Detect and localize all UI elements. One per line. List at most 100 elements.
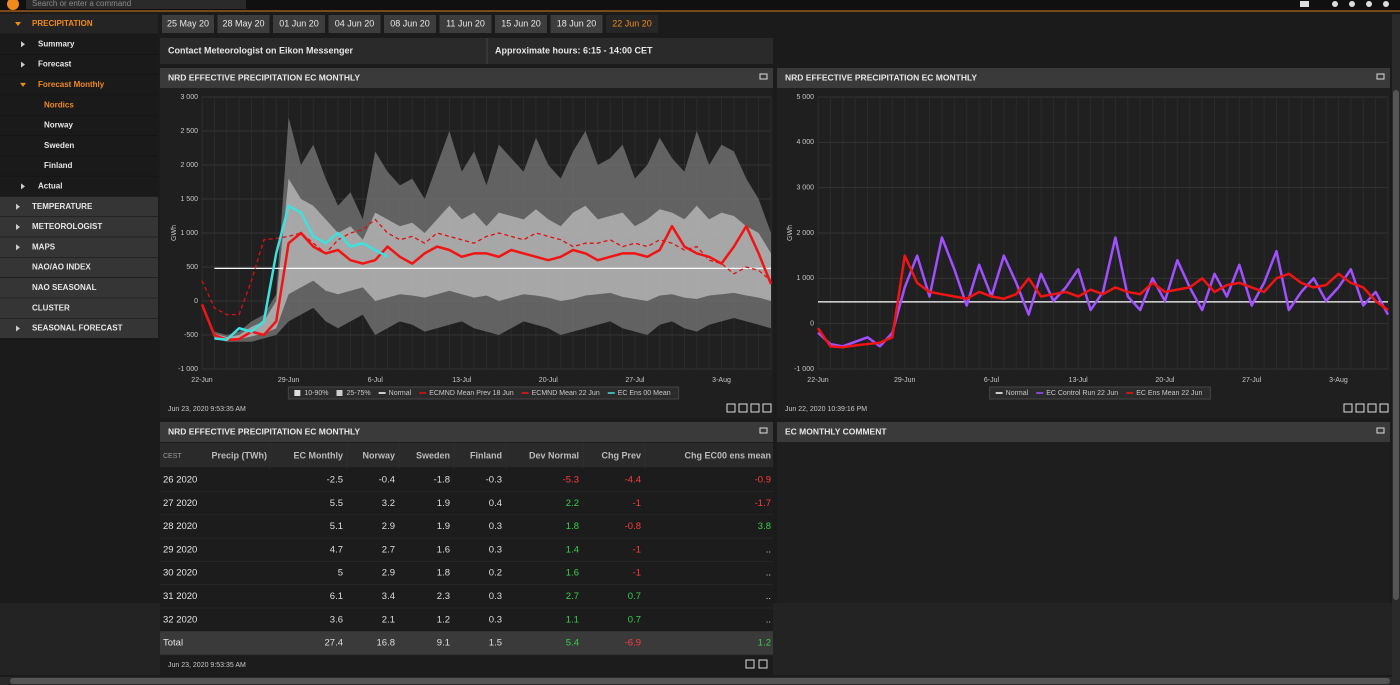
- sidebar-row[interactable]: [0, 54, 158, 75]
- sidebar-row[interactable]: [0, 176, 158, 197]
- sidebar-item[interactable]: Sweden: [44, 141, 74, 150]
- date-tab[interactable]: [328, 15, 381, 33]
- sidebar-row[interactable]: [0, 196, 158, 217]
- sidebar-item[interactable]: NAO/AO INDEX: [32, 263, 91, 272]
- date-tab-label[interactable]: 28 May 20: [222, 18, 264, 28]
- date-tab[interactable]: [606, 15, 658, 33]
- sidebar-row[interactable]: [0, 156, 158, 177]
- tool-icon[interactable]: [726, 403, 736, 413]
- date-tab-label[interactable]: 11 Jun 20: [446, 18, 485, 28]
- date-tab[interactable]: [217, 15, 270, 33]
- sidebar-item[interactable]: PRECIPITATION: [32, 19, 93, 28]
- sidebar-item[interactable]: NAO SEASONAL: [32, 283, 97, 292]
- sidebar-row[interactable]: [0, 217, 158, 238]
- sidebar-item[interactable]: Summary: [38, 39, 75, 48]
- sidebar-row[interactable]: [0, 95, 158, 116]
- sidebar-item[interactable]: MAPS: [32, 242, 56, 251]
- chat-icon[interactable]: [1349, 1, 1355, 7]
- sidebar-item[interactable]: METEOROLOGIST: [32, 222, 102, 231]
- date-tab-label[interactable]: 04 Jun 20: [335, 18, 375, 28]
- column-header[interactable]: EC Monthly: [294, 450, 344, 460]
- sidebar-item[interactable]: Forecast: [38, 60, 72, 69]
- legend-label[interactable]: 25-75%: [347, 390, 371, 397]
- legend-label[interactable]: Normal: [1006, 390, 1029, 397]
- legend-label[interactable]: 10-90%: [304, 390, 328, 397]
- sidebar-row[interactable]: [0, 34, 158, 55]
- legend-label[interactable]: EC Ens Mean 22 Jun: [1136, 390, 1202, 397]
- wifi-icon[interactable]: [1383, 1, 1389, 7]
- date-tab-label[interactable]: 25 May 20: [167, 18, 209, 28]
- series-line: [816, 254, 1389, 349]
- popout-icon[interactable]: [759, 73, 768, 80]
- column-header[interactable]: Precip (TWh): [212, 450, 268, 460]
- legend-label[interactable]: EC Control Run 22 Jun: [1046, 390, 1118, 397]
- column-header[interactable]: Chg EC00 ens mean: [684, 450, 771, 460]
- date-tab[interactable]: [495, 15, 547, 33]
- search-box[interactable]: [26, 0, 246, 9]
- y-tick-label: 2 000: [796, 230, 814, 237]
- sidebar-item[interactable]: SEASONAL FORECAST: [32, 324, 123, 333]
- sidebar-row[interactable]: [0, 257, 158, 278]
- bell-icon[interactable]: [1366, 1, 1372, 7]
- popout-icon[interactable]: [1376, 427, 1385, 434]
- search-placeholder[interactable]: Search or enter a command: [32, 0, 131, 8]
- user-icon[interactable]: [1332, 1, 1338, 7]
- sidebar-item[interactable]: TEMPERATURE: [32, 202, 93, 211]
- column-header[interactable]: Norway: [362, 450, 395, 460]
- date-tab-label[interactable]: 15 Jun 20: [501, 18, 541, 28]
- tool-icon[interactable]: [1355, 403, 1365, 413]
- sidebar-row[interactable]: [0, 237, 158, 258]
- column-header[interactable]: Finland: [470, 450, 502, 460]
- sidebar-item[interactable]: Finland: [44, 161, 73, 170]
- popout-icon[interactable]: [1376, 73, 1385, 80]
- date-tab-label[interactable]: 18 Jun 20: [557, 18, 597, 28]
- column-header[interactable]: Chg Prev: [601, 450, 641, 460]
- sidebar-item[interactable]: Actual: [38, 182, 62, 191]
- column-header[interactable]: Sweden: [416, 450, 450, 460]
- sidebar-row[interactable]: [0, 318, 158, 339]
- tool-icon[interactable]: [1343, 403, 1353, 413]
- date-tab[interactable]: [162, 15, 214, 33]
- table-cell: -1.7: [755, 498, 771, 509]
- tool-icon[interactable]: [1367, 403, 1377, 413]
- sidebar-row[interactable]: [0, 74, 158, 96]
- legend-label[interactable]: ECMND Mean Prev 18 Jun: [429, 390, 514, 397]
- date-tab[interactable]: [384, 15, 436, 33]
- date-tab-label[interactable]: 08 Jun 20: [390, 18, 430, 28]
- legend-label[interactable]: EC Ens 00 Mean: [618, 390, 671, 397]
- sidebar-row[interactable]: [0, 14, 158, 35]
- tool-icon[interactable]: [738, 403, 748, 413]
- sidebar-item[interactable]: Nordics: [44, 100, 74, 109]
- sidebar-item[interactable]: Norway: [44, 121, 73, 130]
- menu-icon[interactable]: [1300, 1, 1309, 7]
- app-logo[interactable]: [7, 0, 19, 10]
- sidebar-row[interactable]: [0, 135, 158, 157]
- sidebar-row[interactable]: [0, 298, 158, 319]
- x-tick-label: 20-Jul: [539, 377, 559, 384]
- legend-label[interactable]: Normal: [389, 390, 412, 397]
- tool-icon[interactable]: [1379, 403, 1389, 413]
- date-tab-label[interactable]: 01 Jun 20: [279, 18, 319, 28]
- sidebar-row[interactable]: [0, 115, 158, 136]
- date-tab-label[interactable]: 22 Jun 20: [612, 18, 652, 28]
- column-header[interactable]: Dev Normal: [529, 450, 579, 460]
- tool-icon[interactable]: [758, 659, 768, 669]
- tool-icon[interactable]: [762, 403, 772, 413]
- contact-messenger[interactable]: Contact Meteorologist on Eikon Messenger: [168, 45, 354, 55]
- popout-icon[interactable]: [759, 427, 768, 434]
- scrollbar-h-thumb[interactable]: [10, 678, 1390, 684]
- date-tab[interactable]: [439, 15, 492, 33]
- table-cell: -1: [633, 498, 641, 509]
- scrollbar-v-thumb[interactable]: [1393, 90, 1399, 600]
- tool-icon[interactable]: [745, 659, 755, 669]
- sidebar-row[interactable]: [0, 277, 158, 299]
- date-tab[interactable]: [273, 15, 325, 33]
- date-tab[interactable]: [550, 15, 603, 33]
- table-row: [160, 491, 773, 516]
- tool-icon[interactable]: [750, 403, 760, 413]
- sidebar-item[interactable]: Forecast Monthly: [38, 80, 105, 89]
- table-cell: 3.4: [382, 591, 395, 602]
- table-cell: 0.3: [489, 521, 502, 532]
- legend-label[interactable]: ECMND Mean 22 Jun: [532, 390, 600, 397]
- sidebar-item[interactable]: CLUSTER: [32, 303, 70, 312]
